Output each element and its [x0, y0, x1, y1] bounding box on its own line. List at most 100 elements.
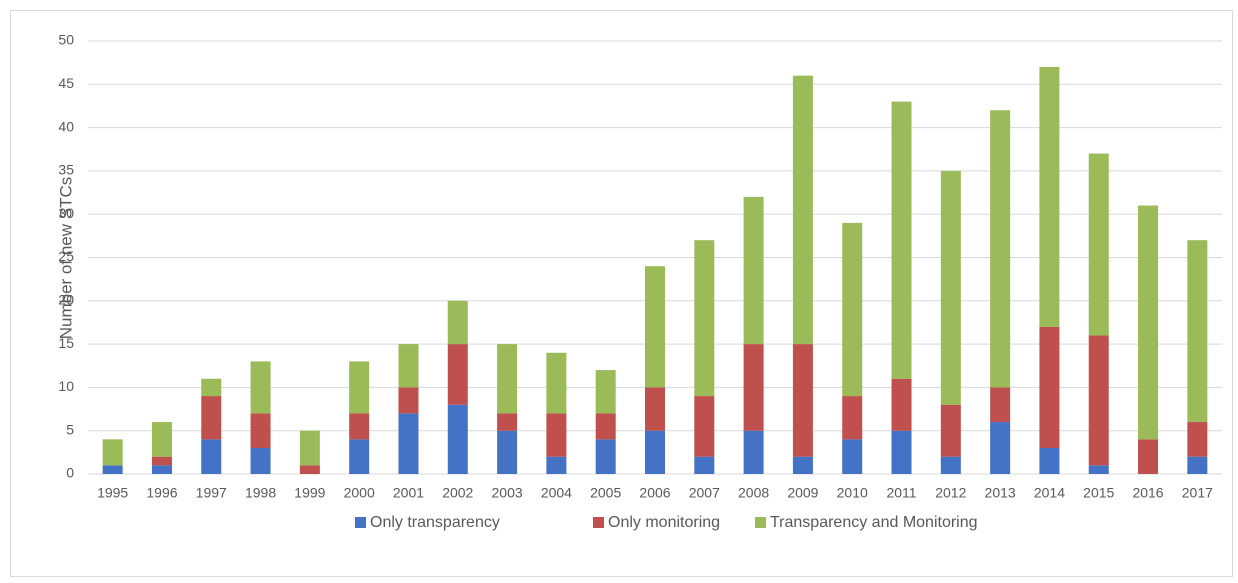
bar-segment — [1088, 335, 1109, 466]
y-tick-label: 50 — [58, 32, 74, 48]
bar-segment — [595, 439, 616, 474]
bar-segment — [694, 240, 715, 397]
x-tick-label: 2013 — [985, 485, 1016, 501]
x-tick-label: 2000 — [344, 485, 375, 501]
y-tick-label: 25 — [58, 248, 74, 264]
bar-segment — [250, 413, 271, 449]
bar-segment — [1187, 456, 1208, 474]
bar-segment — [497, 344, 518, 414]
bar-segment — [546, 352, 567, 414]
bar-segment — [299, 465, 320, 474]
bar-segment — [792, 75, 813, 345]
x-tick-label: 1996 — [146, 485, 177, 501]
bar-segment — [842, 396, 863, 440]
x-tick-label: 2015 — [1083, 485, 1114, 501]
legend-text: Only transparency — [370, 514, 500, 531]
bar-segment — [201, 396, 222, 440]
bar-segment — [398, 387, 419, 414]
bar-segment — [1088, 465, 1109, 474]
bar-segment — [990, 110, 1011, 388]
bar-segment — [102, 439, 123, 466]
x-tick-label: 2014 — [1034, 485, 1065, 501]
y-tick-label: 35 — [58, 162, 74, 178]
y-tick-label: 10 — [58, 378, 74, 394]
bar-segment — [1187, 240, 1208, 423]
bar-segment — [102, 465, 123, 474]
legend-text: Transparency and Monitoring — [770, 514, 978, 531]
x-tick-label: 2016 — [1132, 485, 1163, 501]
bar-segment — [349, 361, 370, 414]
legend-text: Only monitoring — [608, 514, 720, 531]
bar-segment — [694, 456, 715, 474]
x-tick-label: 1995 — [97, 485, 128, 501]
bar-segment — [447, 300, 468, 345]
bar-segment — [842, 439, 863, 474]
x-tick-label: 2009 — [787, 485, 818, 501]
bar-segment — [990, 422, 1011, 474]
y-tick-label: 45 — [58, 75, 74, 91]
x-tick-label: 2017 — [1182, 485, 1213, 501]
bar-segment — [743, 430, 764, 474]
bar-segment — [1039, 448, 1060, 474]
bar-segment — [891, 101, 912, 379]
bar-segment — [546, 456, 567, 474]
x-tick-label: 2012 — [935, 485, 966, 501]
x-tick-label: 2008 — [738, 485, 769, 501]
bar-segment — [645, 387, 665, 431]
bar-segment — [497, 430, 518, 474]
x-tick-label: 2003 — [492, 485, 523, 501]
bar-segment — [891, 378, 912, 431]
bar-segment — [1039, 326, 1060, 449]
y-tick-label: 20 — [58, 292, 74, 308]
bar-segment — [151, 465, 172, 474]
bar-segment — [398, 413, 419, 474]
x-tick-label: 2005 — [590, 485, 621, 501]
bar-segment — [940, 170, 961, 405]
bar-segment — [645, 430, 665, 474]
x-tick-label: 2006 — [639, 485, 670, 501]
bar-segment — [1138, 205, 1159, 440]
legend-swatch — [355, 517, 366, 528]
bar-segment — [1187, 422, 1208, 457]
bar-segment — [1138, 439, 1159, 474]
x-tick-label: 1997 — [196, 485, 227, 501]
y-tick-label: 5 — [66, 421, 74, 437]
y-tick-label: 0 — [66, 465, 74, 481]
bar-segment — [595, 370, 616, 414]
y-tick-label: 40 — [58, 118, 74, 134]
x-tick-label: 1999 — [294, 485, 325, 501]
bar-segment — [201, 378, 222, 397]
bar-segment — [349, 439, 370, 474]
x-tick-label: 2007 — [689, 485, 720, 501]
legend-swatch — [593, 517, 604, 528]
x-tick-label: 2001 — [393, 485, 424, 501]
bar-segment — [940, 404, 961, 457]
y-tick-label: 30 — [58, 205, 74, 221]
x-tick-label: 1998 — [245, 485, 276, 501]
bar-segment — [151, 422, 172, 457]
bar-segment — [250, 448, 271, 474]
bar-segment — [250, 361, 271, 414]
chart-frame — [10, 10, 1233, 577]
y-tick-label: 15 — [58, 335, 74, 351]
bar-segment — [645, 266, 665, 388]
bar-segment — [940, 456, 961, 474]
bar-segment — [546, 413, 567, 457]
x-tick-label: 2010 — [837, 485, 868, 501]
bar-segment — [447, 344, 468, 405]
bar-segment — [201, 439, 222, 474]
bar-segment — [792, 344, 813, 457]
bar-segment — [151, 456, 172, 466]
y-axis-label: Number of new STCs — [56, 177, 75, 340]
bar-segment — [1088, 153, 1109, 336]
bar-segment — [990, 387, 1011, 423]
bar-segment — [497, 413, 518, 431]
bar-segment — [398, 344, 419, 388]
x-tick-label: 2004 — [541, 485, 572, 501]
bar-segment — [842, 222, 863, 397]
bar-segment — [349, 413, 370, 440]
bar-segment — [792, 456, 813, 474]
bar-segment — [694, 396, 715, 457]
legend-swatch — [755, 517, 766, 528]
